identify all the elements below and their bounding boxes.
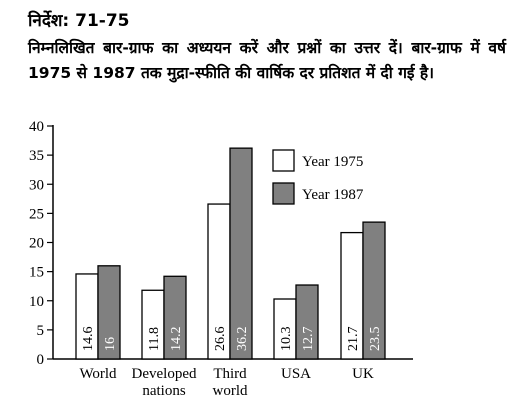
bar-1987	[163, 275, 187, 360]
directions-heading: निर्देश: 71-75	[28, 11, 130, 31]
bar-value-label: 14.2	[169, 327, 184, 352]
x-tick-label: Developed	[132, 366, 197, 382]
legend-swatch-1987	[272, 182, 295, 205]
legend-swatch-1975	[272, 149, 295, 172]
bar-1987	[295, 284, 319, 360]
legend-label: Year 1987	[302, 187, 364, 203]
y-tick-label: 30	[29, 177, 44, 193]
y-tick-label: 20	[29, 236, 44, 252]
bar-value-label: 10.3	[279, 327, 294, 352]
legend-label: Year 1975	[302, 154, 363, 170]
bar-value-label: 12.7	[301, 327, 316, 352]
bar-value-label: 26.6	[213, 327, 228, 352]
y-tick-label: 0	[37, 352, 45, 368]
y-tick-label: 10	[29, 294, 44, 310]
instructions-text: निम्नलिखित बार-ग्राफ का अध्ययन करें और प…	[28, 39, 506, 82]
bar-value-label: 23.5	[368, 327, 383, 352]
bar-1987	[229, 147, 253, 360]
bar-value-label: 11.8	[147, 327, 162, 351]
y-tick-label: 15	[29, 265, 44, 281]
y-tick-label: 35	[29, 148, 44, 164]
bar-value-label: 36.2	[235, 327, 250, 352]
y-tick-label: 5	[37, 323, 45, 339]
bar-1987	[97, 265, 121, 360]
x-tick-label: world	[213, 383, 248, 399]
x-tick-label: World	[79, 366, 117, 382]
bar-value-label: 21.7	[346, 327, 361, 352]
x-tick-label: UK	[352, 366, 374, 382]
x-tick-label: nations	[142, 383, 185, 399]
bar-value-label: 16	[103, 337, 118, 351]
y-tick-label: 40	[29, 119, 44, 135]
y-tick-label: 25	[29, 206, 44, 222]
bar-value-label: 14.6	[81, 327, 96, 352]
bar-1987	[362, 221, 386, 360]
x-tick-label: Third	[213, 366, 247, 382]
x-tick-label: USA	[281, 366, 311, 382]
